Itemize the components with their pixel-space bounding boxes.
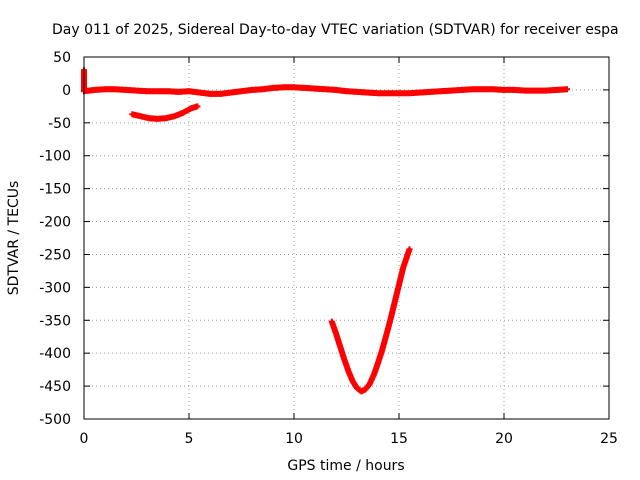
y-tick-label: 50	[53, 50, 71, 66]
y-tick-label: -400	[39, 346, 71, 362]
x-tick-label: 25	[600, 431, 618, 447]
x-axis-title: GPS time / hours	[287, 458, 404, 474]
y-tick-label: 0	[62, 83, 71, 99]
x-tick-label: 5	[185, 431, 194, 447]
data-points	[81, 67, 570, 395]
y-tick-label: -500	[39, 412, 71, 428]
axis-ticks: 0 5 10 15 20 25 50 0 -50 -100 -150 -200 -250 -300 -350…	[39, 50, 618, 447]
x-tick-label: 20	[495, 431, 513, 447]
y-tick-label: -250	[39, 247, 71, 263]
y-axis-title: SDTVAR / TECUs	[6, 181, 22, 296]
series-0	[81, 67, 570, 97]
x-tick-label: 10	[285, 431, 303, 447]
series-1	[129, 103, 201, 122]
y-tick-label: -350	[39, 313, 71, 329]
y-tick-label: -450	[39, 379, 71, 395]
x-tick-label: 0	[80, 431, 89, 447]
data-point	[194, 103, 201, 110]
y-tick-label: -200	[39, 215, 71, 231]
y-tick-label: -150	[39, 182, 71, 198]
data-point	[406, 246, 413, 253]
chart-title: Day 011 of 2025, Sidereal Day-to-day VTE…	[52, 22, 619, 38]
x-tick-label: 15	[390, 431, 408, 447]
series-2	[328, 246, 413, 395]
y-tick-label: -50	[48, 116, 71, 132]
y-tick-label: -100	[39, 149, 71, 165]
grid-lines	[84, 57, 609, 419]
y-tick-label: -300	[39, 280, 71, 296]
plot-frame	[83, 56, 610, 420]
data-point	[564, 86, 570, 93]
